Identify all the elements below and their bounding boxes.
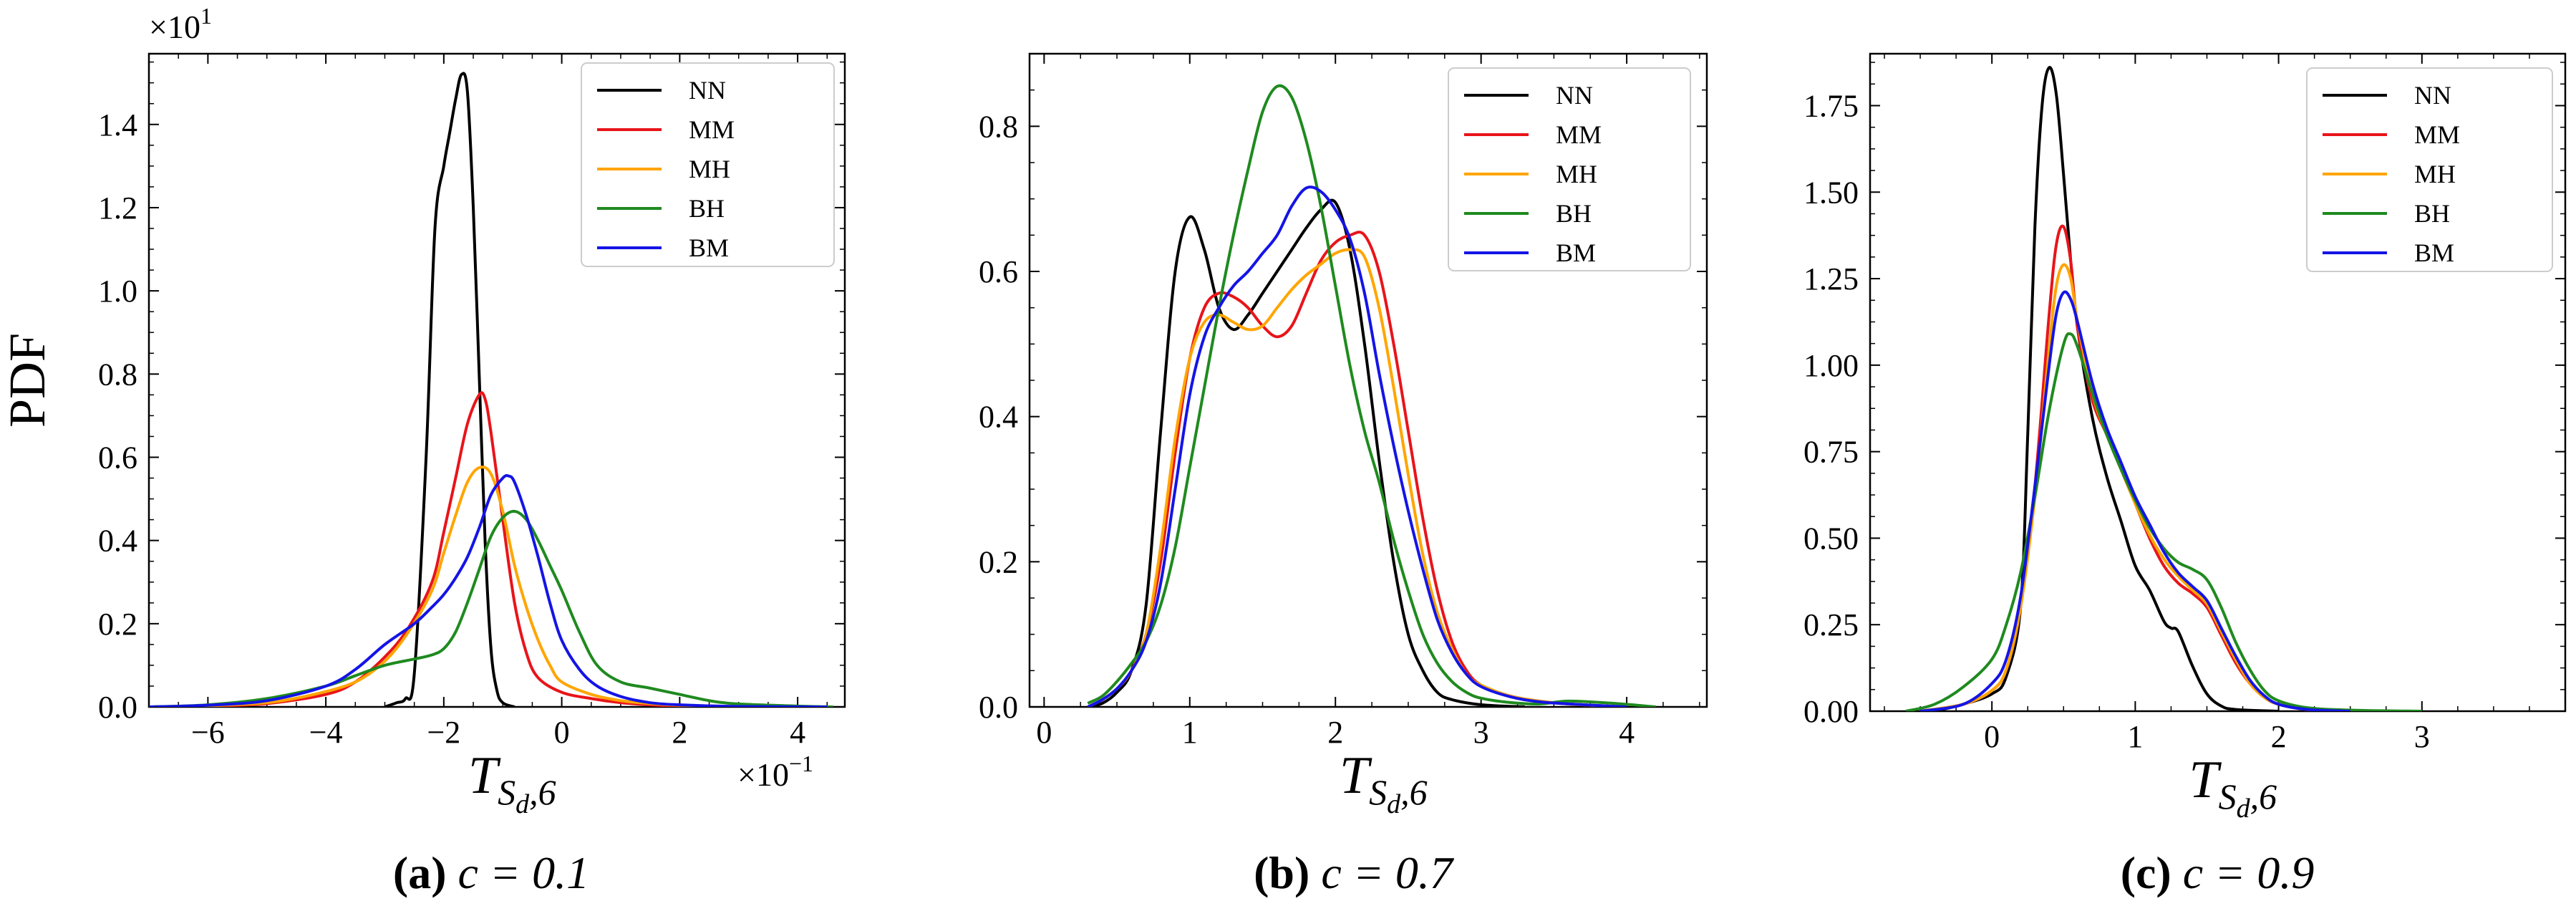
legend: NN MM MH BH BM <box>2306 67 2553 272</box>
y-tick-label: 0.25 <box>1803 607 1859 642</box>
legend-label-bm: BM <box>2414 238 2454 267</box>
x-tick-label: −2 <box>427 715 460 750</box>
y-tick-label: 0.75 <box>1803 435 1859 470</box>
y-tick-label: 0.6 <box>979 254 1018 289</box>
x-tick-label: 4 <box>1619 715 1635 750</box>
y-tick-label: 0.2 <box>98 607 137 642</box>
y-tick-label: 0.50 <box>1803 521 1859 556</box>
legend-label-mh: MH <box>2414 160 2456 188</box>
plot-frame <box>1869 52 2567 713</box>
y-tick-label: 0.00 <box>1803 694 1859 729</box>
series-line-mh <box>1919 263 2350 711</box>
y-tick-label: 0.0 <box>98 690 137 725</box>
y-tick-label: 0.4 <box>98 524 137 559</box>
legend: NN MM MH BH BM <box>1448 67 1691 271</box>
x-axis-label: TSd,6 <box>1340 746 1428 819</box>
y-tick-label: 1.25 <box>1803 261 1859 297</box>
series-line-nn <box>1087 198 1525 707</box>
series-line-bm <box>1087 185 1627 707</box>
legend-label-mm: MM <box>689 115 735 144</box>
x-tick-label: −4 <box>309 715 343 750</box>
series-line-bh <box>149 509 833 707</box>
series-line-nn <box>1934 66 2279 711</box>
series-line-mm <box>149 391 828 707</box>
y-tick-label: 0.8 <box>98 357 137 392</box>
x-tick-label: 2 <box>1327 715 1343 750</box>
x-axis-label: TSd,6 <box>468 746 556 819</box>
legend: NN MM MH BH BM <box>581 62 835 267</box>
y-tick-label: 0.0 <box>979 690 1018 725</box>
x-tick-label: 1 <box>2127 719 2143 754</box>
legend-label-mh: MH <box>689 155 730 183</box>
legend-label-bh: BH <box>689 194 725 223</box>
x-axis-label: TSd,6 <box>2189 751 2277 824</box>
x-tick-label: 3 <box>1473 715 1489 750</box>
panel-b: 0 1 2 3 4 0.0 0.2 0.4 0.6 0.8 NN MM MH BH BM TSd,6 (b) c… <box>979 52 1708 898</box>
legend-label-mh: MH <box>1556 160 1597 188</box>
series-line-mm <box>1919 224 2350 711</box>
y-tick-label: 0.6 <box>98 440 137 475</box>
y-tick-label: 1.0 <box>98 274 137 309</box>
legend-label-nn: NN <box>689 76 726 105</box>
legend-label-mm: MM <box>2414 120 2460 149</box>
x-tick-label: 1 <box>1182 715 1198 750</box>
series-line-bm <box>149 473 828 707</box>
y-tick-label: 1.50 <box>1803 175 1859 210</box>
series-line-nn <box>384 72 515 707</box>
legend-box <box>2306 67 2553 272</box>
y-tick-label: 0.4 <box>979 400 1018 435</box>
x-tick-label: 2 <box>2271 719 2287 754</box>
legend-box <box>581 62 835 267</box>
legend-label-bh: BH <box>2414 199 2450 228</box>
x-tick-label: 0 <box>1984 719 2000 754</box>
legend-label-nn: NN <box>2414 81 2451 110</box>
series-line-bh <box>1087 84 1656 707</box>
y-tick-label: 1.4 <box>98 107 137 143</box>
y-tick-label: 0.2 <box>979 544 1018 579</box>
panel-caption: (a) c = 0.1 <box>393 847 589 898</box>
legend-label-mm: MM <box>1556 120 1602 149</box>
panel-a: −6 −4 −2 0 2 4 0.0 0.2 0.4 0.6 0.8 1.0 1.2 1.4 NN MM MH B… <box>98 3 846 898</box>
series-group <box>1905 66 2422 711</box>
legend-label-bm: BM <box>689 233 729 262</box>
series-line-bm <box>1919 290 2350 711</box>
panel-caption: (b) c = 0.7 <box>1254 847 1455 898</box>
x-tick-label: −6 <box>191 715 225 750</box>
panel-caption: (c) c = 0.9 <box>2121 847 2315 898</box>
series-group <box>1087 84 1656 707</box>
panel-c: 0 1 2 3 0.00 0.25 0.50 0.75 1.00 1.25 1.50 1.75 NN MM… <box>1803 52 2567 898</box>
series-line-mm <box>1087 231 1627 707</box>
x-tick-label: 4 <box>790 715 805 750</box>
legend-label-bh: BH <box>1556 199 1592 228</box>
x-tick-label: 2 <box>672 715 687 750</box>
x-tick-label: 0 <box>1036 715 1052 750</box>
y-tick-label: 1.75 <box>1803 88 1859 123</box>
x-multiplier: ×10−1 <box>737 751 813 793</box>
y-tick-label: 1.00 <box>1803 348 1859 383</box>
y-tick-label: 0.8 <box>979 109 1018 144</box>
legend-label-nn: NN <box>1556 81 1593 110</box>
y-axis-label: PDF <box>0 333 56 428</box>
y-multiplier: ×101 <box>149 3 212 45</box>
series-line-bh <box>1905 332 2422 711</box>
legend-box <box>1448 67 1691 271</box>
x-tick-label: 0 <box>554 715 570 750</box>
series-line-mh <box>1087 248 1627 707</box>
legend-label-bm: BM <box>1556 238 1596 267</box>
x-tick-label: 3 <box>2414 719 2430 754</box>
plot-frame <box>147 52 846 708</box>
series-line-mh <box>149 466 828 707</box>
series-group <box>149 72 833 707</box>
y-tick-label: 1.2 <box>98 191 137 226</box>
